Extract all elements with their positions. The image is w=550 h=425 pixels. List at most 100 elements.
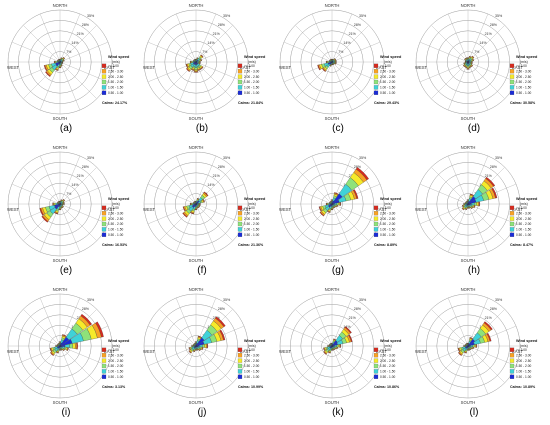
spoke-line [59,41,109,63]
legend-swatch [509,74,515,79]
legend-label: 2.50 - 3.00 [516,69,531,73]
calms-label: Calms: 21.36% [238,243,264,247]
legend-title: Wind speed [108,55,130,59]
panel-e: 7% 14% 21% 28% 35% NORTH SOUTH EAST WEST Wind spe… [7,145,130,276]
panel-b: 7% 14% 21% 28% 35% NORTH SOUTH EAST WEST Wind spe… [143,3,266,134]
spoke-line [39,345,61,395]
spoke-line [419,325,469,347]
petal-SW-bin-5 [188,350,192,354]
spoke-line [431,203,469,241]
petal-ESE-bin-5 [66,347,69,352]
legend-swatch [237,90,243,95]
petal-ESE-bin-5 [336,347,338,350]
legend-label: 0.50 - 1.00 [516,233,531,237]
legend-label: 2.00 - 2.50 [244,359,259,363]
petal-S-bin-5 [193,71,199,73]
spoke-line [467,61,505,99]
petal-SW-bin-5 [50,352,54,356]
legend-label: 2.50 - 3.00 [380,69,395,73]
spoke-line [447,13,469,63]
spoke-line [419,183,469,205]
compass-east: EAST [376,349,387,354]
compass-east: EAST [512,207,523,212]
spoke-line [331,61,353,111]
petal-NE-bin-5 [63,198,66,201]
petal-NE-bin-5 [63,56,66,59]
compass-west: WEST [7,65,20,70]
spoke-line [467,41,517,63]
legend-label: >= 3.00 [380,206,391,210]
calms-label: Calms: 29.43% [374,101,400,105]
ring-label: 35% [359,156,367,160]
petal-WSW-bin-5 [188,347,191,351]
petal-E-bin-5 [478,201,481,207]
legend-label: 1.50 - 2.00 [380,364,395,368]
petal-W-bin-2 [327,61,329,63]
petal-E-bin-5 [76,342,78,350]
petal-S-bin-3 [194,69,198,72]
legend-swatch [509,363,515,369]
legend-swatch [373,353,379,358]
petal-E-bin-2 [202,344,205,348]
petal-ENE-bin-5 [219,329,226,341]
compass-north: NORTH [189,145,204,150]
legend-swatch [237,227,243,232]
spoke-line [59,13,81,63]
spoke-line [195,203,217,253]
petal-WSW-bin-5 [323,347,326,352]
legend-swatch [101,369,107,374]
petal-SSE-bin-5 [197,68,202,71]
legend-unit: (m/s) [384,202,392,206]
legend-label: 0.50 - 1.00 [108,375,123,379]
petal-ENE-bin-5 [348,334,353,343]
legend-swatch [373,90,379,95]
petal-SSW-bin-5 [463,351,467,354]
legend-unit: (m/s) [248,60,256,64]
compass-north: NORTH [325,3,340,8]
spoke-line [331,297,353,347]
legend-swatch [509,347,515,352]
legend-label: >= 3.00 [380,64,391,68]
panel-letter: (a) [60,123,72,134]
legend-title: Wind speed [380,197,402,201]
ring-label: 21% [485,174,493,178]
legend-label: 0.50 - 1.00 [108,233,123,237]
petal-ENE-bin-5 [95,321,104,338]
legend-swatch [101,85,107,90]
calms-label: Calms: 8.89% [374,243,398,247]
compass-west: WEST [279,207,292,212]
petal-E-bin-2 [336,344,339,348]
legend-unit: (m/s) [112,344,120,348]
spoke-line [419,41,469,63]
compass-south: SOUTH [53,258,68,263]
ring-label: 28% [354,165,362,169]
compass-north: NORTH [461,145,476,150]
spoke-line [283,41,333,63]
ring-label: 7% [66,192,72,196]
petal-NE-bin-5 [203,191,209,197]
petal-NNW-bin-5 [330,58,332,60]
ring-label: 35% [495,156,503,160]
spoke-line [419,61,469,83]
ring-label: 28% [218,23,226,27]
ring-label: 28% [490,165,498,169]
petal-SE-bin-5 [63,349,66,352]
legend-label: >= 3.00 [244,348,255,352]
petal-ESE-bin-5 [336,205,338,208]
spoke-line [431,61,469,99]
panel-letter: (k) [332,407,344,418]
petal-NNE-bin-5 [197,198,200,200]
legend-label: 1.00 - 1.50 [516,370,531,374]
petal-E-bin-3 [476,201,479,207]
legend-label: >= 3.00 [244,206,255,210]
legend-unit: (m/s) [384,344,392,348]
legend-title: Wind speed [244,339,266,343]
legend-label: 2.00 - 2.50 [380,359,395,363]
petal-S-bin-2 [194,67,198,70]
petal-W-bin-2 [55,61,57,63]
legend-swatch [101,205,107,210]
legend-swatch [101,363,107,369]
spoke-line [11,325,61,347]
legend-label: 1.00 - 1.50 [244,86,259,90]
